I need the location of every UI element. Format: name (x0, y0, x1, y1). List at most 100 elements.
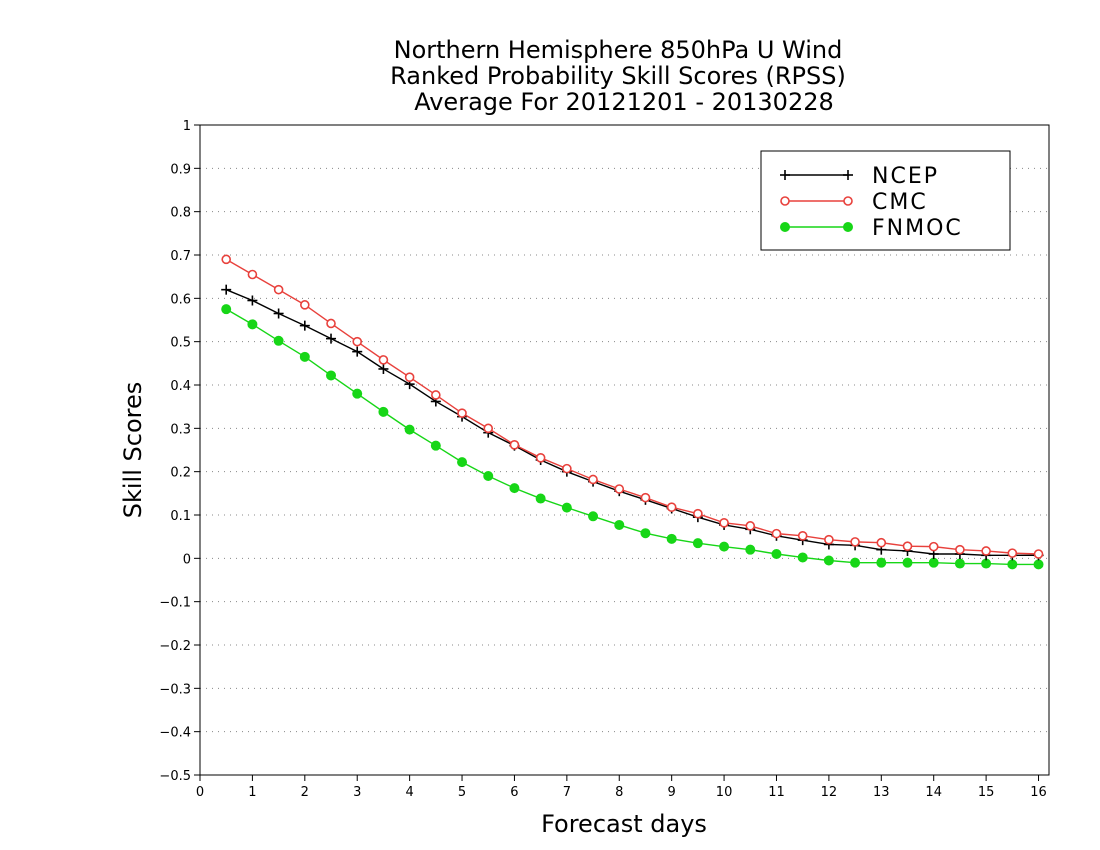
x-tick-label: 15 (978, 785, 995, 800)
data-point-fnmoc (640, 528, 651, 539)
data-point-fnmoc (430, 440, 441, 451)
data-point-cmc (404, 372, 415, 383)
data-point-fnmoc (299, 351, 310, 362)
y-tick-label: 1 (183, 119, 191, 134)
data-point-fnmoc (588, 511, 599, 522)
y-tick-label: 0.1 (170, 509, 191, 524)
data-point-cmc (771, 528, 782, 539)
x-axis: 0 1 2 3 4 5 6 7 8 9 10 11 12 13 14 15 16 (196, 775, 1047, 800)
data-point-ncep (326, 333, 337, 344)
legend-marker (780, 170, 790, 180)
chart-title: Northern Hemisphere 850hPa U Wind Ranked… (390, 36, 846, 116)
y-axis: 1 0.9 0.8 0.7 0.6 0.5 0.4 0.3 0.2 0.1 0 −0.1 −0.2 −0.… (159, 119, 200, 784)
data-point-cmc (326, 318, 336, 329)
data-point-fnmoc (876, 557, 887, 568)
legend-marker (780, 222, 790, 232)
data-point-fnmoc (273, 335, 284, 346)
data-point-fnmoc (614, 519, 625, 530)
series-line-cmc (225, 258, 1039, 555)
data-point-fnmoc (483, 471, 494, 481)
x-tick-label: 3 (353, 785, 361, 800)
data-point-fnmoc (954, 558, 965, 569)
data-point-ncep (378, 363, 389, 374)
data-point-cmc (483, 423, 494, 434)
data-point-fnmoc (902, 557, 913, 568)
data-point-fnmoc (981, 558, 992, 569)
legend-label: CMC (872, 190, 928, 215)
data-point-cmc (797, 530, 808, 541)
data-point-cmc (300, 300, 310, 310)
x-tick-label: 7 (563, 785, 571, 800)
chart-title-line-2: Ranked Probability Skill Scores (RPSS) (390, 62, 846, 90)
data-point-fnmoc (326, 370, 337, 381)
data-point-fnmoc (352, 388, 363, 399)
data-point-cmc (509, 439, 520, 450)
data-point-fnmoc (745, 544, 756, 555)
legend-marker (843, 196, 853, 206)
x-tick-label: 13 (873, 785, 890, 800)
data-point-fnmoc (928, 557, 939, 568)
y-tick-label: 0.2 (170, 466, 191, 481)
data-point-cmc (824, 534, 834, 545)
x-tick-label: 11 (768, 785, 785, 800)
data-point-ncep (221, 284, 232, 295)
y-tick-label: −0.5 (159, 769, 191, 784)
data-point-cmc (981, 546, 991, 556)
y-tick-label: 0.4 (170, 379, 191, 394)
data-point-fnmoc (719, 541, 730, 552)
data-point-ncep (273, 308, 284, 319)
data-point-ncep (352, 346, 363, 357)
data-point-fnmoc (850, 557, 861, 568)
data-point-cmc (535, 452, 546, 463)
data-point-fnmoc (457, 457, 468, 468)
legend-marker (843, 222, 853, 232)
y-tick-label: 0 (183, 552, 191, 567)
data-point-cmc (247, 269, 258, 280)
plot-frame (199, 124, 1050, 776)
data-point-fnmoc (692, 538, 703, 549)
series-cmc (221, 254, 1044, 559)
x-tick-label: 9 (668, 785, 676, 800)
data-point-fnmoc (221, 304, 232, 315)
data-point-cmc (588, 474, 598, 485)
legend-item-cmc: CMC (780, 190, 928, 215)
data-point-cmc (955, 544, 965, 555)
x-tick-label: 10 (716, 785, 733, 800)
y-tick-label: 0.5 (170, 336, 191, 351)
data-point-fnmoc (404, 424, 415, 435)
legend-item-ncep: NCEP (780, 164, 939, 189)
chart-title-line-3: Average For 20121201 - 20130228 (414, 88, 834, 116)
data-point-fnmoc (561, 502, 572, 513)
data-point-cmc (562, 463, 572, 474)
y-tick-label: −0.3 (159, 682, 191, 697)
legend-label: NCEP (872, 164, 939, 189)
legend-marker (780, 196, 790, 206)
data-point-fnmoc (771, 549, 782, 559)
data-point-cmc (640, 492, 651, 503)
data-point-cmc (614, 484, 625, 494)
data-point-cmc (666, 502, 677, 513)
chart-title-line-1: Northern Hemisphere 850hPa U Wind (394, 36, 843, 64)
series-fnmoc (221, 304, 1044, 570)
data-point-cmc (876, 537, 887, 548)
data-point-cmc (693, 508, 703, 519)
y-tick-label: −0.1 (159, 596, 191, 611)
data-point-fnmoc (797, 552, 808, 563)
series-layer (221, 254, 1044, 570)
x-tick-label: 5 (458, 785, 466, 800)
y-tick-label: 0.3 (170, 422, 191, 437)
data-point-cmc (1033, 549, 1044, 559)
x-tick-label: 14 (925, 785, 942, 800)
y-axis-title: Skill Scores (119, 382, 147, 519)
data-point-cmc (221, 254, 232, 265)
x-tick-label: 4 (405, 785, 413, 800)
x-tick-label: 6 (510, 785, 518, 800)
data-point-cmc (902, 541, 913, 552)
data-point-cmc (1007, 548, 1018, 558)
data-point-fnmoc (823, 555, 834, 566)
series-ncep (221, 284, 1044, 561)
x-tick-label: 16 (1030, 785, 1047, 800)
y-tick-label: −0.4 (159, 726, 191, 741)
